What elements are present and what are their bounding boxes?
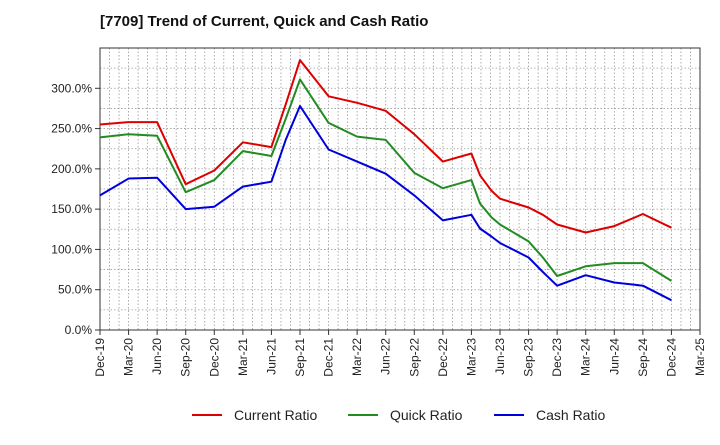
x-tick-label: Mar-21	[236, 338, 250, 376]
x-tick-label: Dec-24	[664, 338, 678, 377]
x-tick-label: Jun-23	[493, 338, 507, 375]
x-tick-label: Sep-22	[407, 338, 421, 377]
x-tick-label: Mar-25	[693, 338, 707, 376]
x-tick-label: Jun-22	[379, 338, 393, 375]
plot-frame	[99, 47, 701, 331]
chart-title: [7709] Trend of Current, Quick and Cash …	[100, 13, 429, 30]
legend: Current Ratio Quick Ratio Cash Ratio	[192, 407, 605, 423]
y-tick-label: 300.0%	[51, 81, 92, 95]
x-tick-label: Mar-23	[464, 338, 478, 376]
x-tick-label: Mar-20	[122, 338, 136, 376]
y-tick-label: 150.0%	[51, 202, 92, 216]
y-tick-label: 0.0%	[65, 323, 93, 337]
y-tick-label: 100.0%	[51, 242, 92, 256]
x-tick-label: Jun-21	[264, 338, 278, 375]
x-tick-label: Dec-19	[93, 338, 107, 377]
x-tick-label: Dec-22	[436, 338, 450, 377]
x-tick-label: Mar-22	[350, 338, 364, 376]
x-tick-label: Sep-20	[179, 338, 193, 377]
x-tick-label: Dec-23	[550, 338, 564, 377]
x-tick-label: Sep-21	[293, 338, 307, 377]
x-tick-label: Jun-24	[607, 338, 621, 375]
x-tick-label: Mar-24	[579, 338, 593, 376]
series-line-current-ratio	[99, 59, 672, 234]
y-tick-label: 200.0%	[51, 162, 92, 176]
y-tick-label: 50.0%	[58, 283, 92, 297]
legend-label: Cash Ratio	[536, 407, 605, 423]
axes: 0.0% 50.0% 100.0% 150.0% 200.0% 250.0% 300.0% D…	[51, 47, 707, 377]
legend-label: Quick Ratio	[390, 407, 463, 423]
y-tick-label: 250.0%	[51, 122, 92, 136]
grid	[99, 47, 701, 330]
series-group	[99, 59, 672, 302]
legend-label: Current Ratio	[234, 407, 317, 423]
x-tick-label: Sep-24	[636, 338, 650, 377]
x-tick-label: Sep-23	[522, 338, 536, 377]
series-line-quick-ratio	[99, 78, 672, 282]
x-tick-label: Dec-20	[207, 338, 221, 377]
series-line-cash-ratio	[99, 105, 672, 302]
x-tick-label: Dec-21	[322, 338, 336, 377]
x-tick-label: Jun-20	[150, 338, 164, 375]
